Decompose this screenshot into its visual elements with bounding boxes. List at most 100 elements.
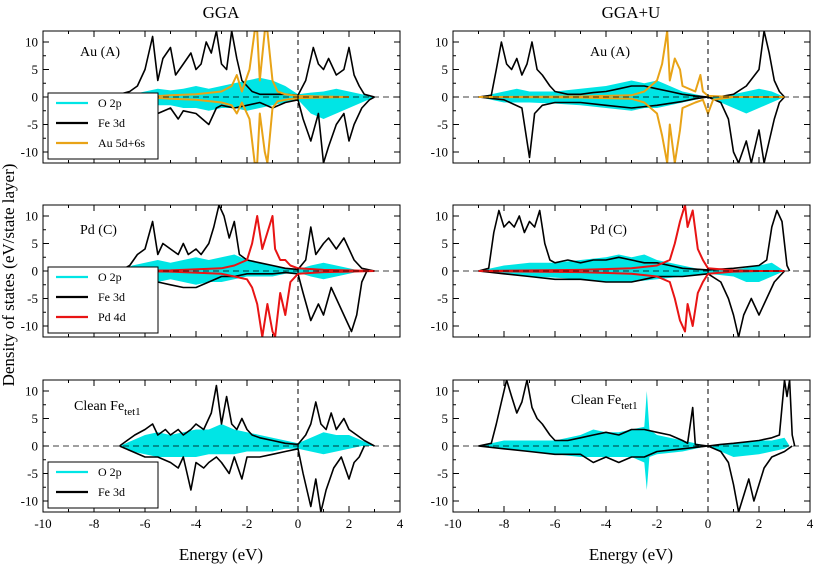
metal-down-line	[119, 270, 375, 337]
y-tick-label: 5	[442, 236, 449, 251]
o2p-down-area	[478, 446, 790, 490]
o2p-up-area	[119, 254, 375, 271]
x-tick-label: 4	[397, 516, 404, 531]
panel-label: Clean Fetet1	[571, 393, 638, 412]
plot-area	[114, 205, 375, 337]
legend-box	[47, 461, 159, 509]
metal-up-line	[478, 31, 785, 98]
y-tick-label: 5	[32, 62, 39, 77]
x-tick-label: 0	[705, 516, 712, 531]
y-tick-label: 10	[25, 384, 38, 399]
legend-label: Au 5d+6s	[98, 136, 145, 150]
column-title-ggau: GGA+U	[602, 3, 661, 22]
panel-gga-au: -10 -5 0 5 10 Au (A) O 2p Fe 3d Au 5d+6s	[21, 30, 401, 164]
x-tick-label: -4	[191, 516, 202, 531]
legend-label: Fe 3d	[98, 485, 125, 499]
panel-gga-clean: -10 -8 -6 -4 -2 0 2 4 -10 -5 0 5 10 Clean Fetet1 O 2p F…	[21, 379, 404, 531]
o2p-down-area	[119, 97, 375, 119]
legend-label: O 2p	[98, 96, 122, 110]
y-tick-label: 0	[32, 90, 39, 105]
x-tick-label: -8	[89, 516, 100, 531]
fe3d-down-line	[114, 270, 368, 333]
o2p-up-area	[478, 254, 785, 271]
y-tick-label: -5	[437, 117, 448, 132]
legend-label: Fe 3d	[98, 116, 125, 130]
metal-down-line	[144, 96, 350, 163]
legend-label: O 2p	[98, 465, 122, 479]
fe3d-down-line	[106, 96, 375, 163]
y-tick-label: -5	[27, 466, 38, 481]
fe3d-down-line	[478, 96, 786, 163]
y-tick-label: 10	[25, 209, 38, 224]
panel-ggau-pd: -10 -5 0 5 10 Pd (C)	[431, 204, 811, 338]
y-tick-label: -10	[21, 319, 38, 334]
x-tick-label: 4	[807, 516, 814, 531]
y-tick-label: -10	[21, 145, 38, 160]
x-axis-title-gga: Energy (eV)	[179, 545, 263, 564]
panel-label: Au (A)	[590, 45, 630, 60]
fe3d-up-line	[119, 384, 375, 447]
legend-label: Pd 4d	[98, 310, 126, 324]
metal-up-line	[119, 215, 375, 272]
y-tick-label: 0	[442, 90, 449, 105]
plot-area	[478, 31, 786, 163]
legend: O 2p Fe 3d	[47, 461, 159, 509]
metal-up-line	[144, 31, 350, 98]
x-tick-label: -10	[34, 516, 51, 531]
fe3d-up-line	[478, 31, 786, 98]
y-tick-label: 5	[32, 411, 39, 426]
y-tick-label: -10	[431, 145, 448, 160]
x-tick-label: -6	[140, 516, 151, 531]
panel-gga-pd: -10 -5 0 5 10 Pd (C) O 2p Fe 3d Pd 4d	[21, 204, 401, 338]
x-tick-label: -2	[652, 516, 663, 531]
y-tick-label: -10	[431, 494, 448, 509]
panel-label-subscript: tet1	[621, 400, 638, 412]
fe3d-down-line	[119, 445, 366, 512]
x-tick-label: -8	[499, 516, 510, 531]
y-tick-label: 5	[32, 236, 39, 251]
column-title-gga: GGA	[203, 3, 241, 22]
y-tick-label: 5	[442, 62, 449, 77]
o2p-down-area	[119, 446, 362, 457]
fe3d-up-line	[119, 205, 375, 272]
x-tick-label: -2	[242, 516, 253, 531]
legend: O 2p Fe 3d Au 5d+6s	[47, 92, 159, 160]
panel-ggau-clean: -10 -8 -6 -4 -2 0 2 4 -10 -5 0 5 10 Clean Fetet1	[431, 379, 814, 531]
y-tick-label: 0	[442, 439, 449, 454]
panels-group: -10 -5 0 5 10 Au (A) O 2p Fe 3d Au 5d+6s -10 -5 0 5 1…	[21, 30, 814, 531]
fe3d-up-line	[478, 380, 796, 447]
x-tick-label: -6	[550, 516, 561, 531]
y-tick-label: -5	[27, 117, 38, 132]
metal-up-line	[478, 205, 785, 272]
o2p-up-area	[478, 391, 790, 446]
x-tick-label: 0	[295, 516, 302, 531]
y-tick-label: -5	[27, 291, 38, 306]
y-tick-label: 10	[435, 35, 448, 50]
y-axis-title: Density of states (eV/state layer)	[0, 164, 18, 387]
y-tick-label: 0	[32, 439, 39, 454]
o2p-up-area	[119, 424, 375, 446]
y-tick-label: -10	[21, 494, 38, 509]
x-tick-label: 2	[346, 516, 353, 531]
y-tick-label: 10	[435, 384, 448, 399]
legend-label: Fe 3d	[98, 290, 125, 304]
plot-area	[119, 384, 375, 512]
panel-label: Pd (C)	[590, 223, 627, 238]
metal-down-line	[478, 270, 785, 333]
panel-ggau-au: -10 -5 0 5 10 Au (A)	[431, 30, 811, 164]
panel-label: Pd (C)	[80, 223, 117, 238]
y-tick-label: -5	[437, 466, 448, 481]
panel-label: Clean Fetet1	[74, 399, 141, 418]
metal-down-line	[478, 96, 785, 163]
y-tick-label: -10	[431, 319, 448, 334]
x-tick-label: -10	[444, 516, 461, 531]
x-tick-label: 2	[756, 516, 763, 531]
legend-label: O 2p	[98, 270, 122, 284]
y-tick-label: 10	[435, 209, 448, 224]
plot-area	[478, 205, 791, 337]
x-tick-label: -4	[601, 516, 612, 531]
fe3d-up-line	[106, 31, 375, 98]
legend: O 2p Fe 3d Pd 4d	[47, 266, 159, 334]
y-tick-label: -5	[437, 291, 448, 306]
